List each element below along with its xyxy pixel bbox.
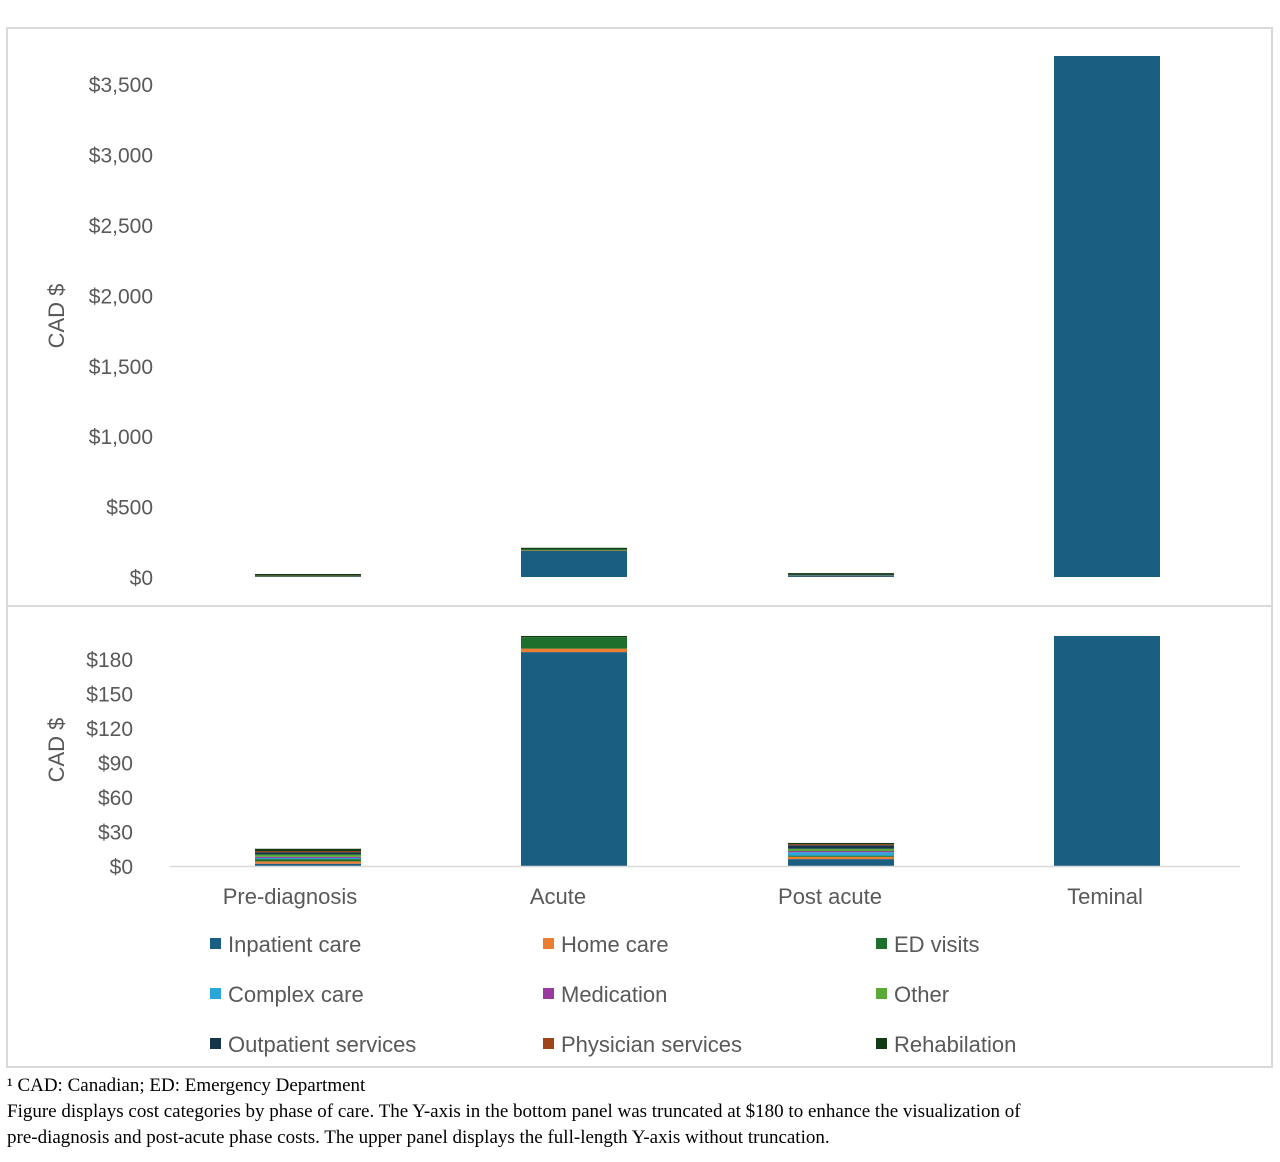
lower-bar-post-acute-home-care [788,856,894,860]
upper-ytick-label: $2,500 [89,215,153,238]
legend-label-home-care: Home care [561,932,669,957]
lower-panel: $0 $30 $60 $90 $120 $150 $180 CAD $ [44,635,1240,879]
lower-bar-teminal-inpatient-care [1054,636,1160,866]
legend-swatch-rehabilation [876,1038,887,1049]
lower-bar-acute-ed-visits [521,637,627,649]
legend-label-outpatient-services: Outpatient services [228,1032,416,1057]
lower-bar-pre-diagnosis-physician-services [255,851,361,853]
category-axis-labels: Pre-diagnosis Acute Post acute Teminal [223,884,1143,909]
lower-bar-pre-diagnosis-inpatient-care [255,863,361,866]
category-label-post-acute: Post acute [778,884,882,909]
legend-item-inpatient-care: Inpatient care [210,932,361,957]
lower-ytick-label: $90 [98,753,133,776]
lower-bar-pre-diagnosis-home-care [255,861,361,864]
lower-bar-pre-diagnosis-ed-visits [255,859,361,862]
footnote-description-line-1: Figure displays cost categories by phase… [7,1101,1021,1122]
legend-swatch-complex-care [210,988,221,999]
legend-swatch-ed-visits [876,938,887,949]
upper-bar-post-acute-rehabilation [788,573,894,575]
lower-bar-acute-home-care [521,648,627,653]
lower-bar-pre-diagnosis-other [255,854,361,857]
category-label-pre-diagnosis: Pre-diagnosis [223,884,358,909]
upper-ytick-label: $1,500 [89,356,153,379]
lower-y-axis-label: CAD $ [44,718,69,783]
lower-ytick-label: $120 [86,718,133,741]
category-label-teminal: Teminal [1067,884,1143,909]
legend-swatch-outpatient-services [210,1038,221,1049]
legend-swatch-inpatient-care [210,938,221,949]
category-label-acute: Acute [530,884,586,909]
lower-ytick-label: $0 [110,856,133,879]
legend-item-ed-visits: ED visits [876,932,980,957]
legend-label-other: Other [894,982,949,1007]
lower-bar-post-acute-inpatient-care [788,859,894,866]
lower-ytick-label: $60 [98,787,133,810]
lower-ytick-label: $180 [86,649,133,672]
lower-bar-pre-diagnosis-outpatient-services [255,852,361,855]
upper-bar-acute-inpatient-care [521,550,627,577]
lower-panel-frame [6,605,1273,1068]
legend-item-outpatient-services: Outpatient services [210,1032,416,1057]
upper-bar-pre-diagnosis-rehabilation [255,573,361,576]
footnotes: ¹ CAD: Canadian; ED: Emergency Departmen… [7,1075,1021,1148]
lower-bar-pre-diagnosis-medication [255,856,361,858]
upper-ytick-label: $1,000 [89,426,153,449]
legend-item-medication: Medication [543,982,667,1007]
legend-swatch-medication [543,988,554,999]
upper-ytick-label: $2,000 [89,285,153,308]
upper-bar-acute-ed-visits [521,548,627,551]
lower-bar-post-acute-rehabilation [788,842,894,845]
lower-ytick-label: $150 [86,684,133,707]
legend-item-home-care: Home care [543,932,669,957]
footnote-description-line-2: pre-diagnosis and post-acute phase costs… [7,1127,830,1148]
legend-label-rehabilation: Rehabilation [894,1032,1016,1057]
upper-bar-acute-rehabilation [521,547,627,549]
legend-label-complex-care: Complex care [228,982,364,1007]
legend-label-physician-services: Physician services [561,1032,742,1057]
legend-item-physician-services: Physician services [543,1032,742,1057]
lower-bar-post-acute-other [788,848,894,852]
upper-ytick-label: $3,500 [89,74,153,97]
lower-bar-acute-rehabilation [521,635,627,638]
legend-swatch-home-care [543,938,554,949]
legend: Inpatient care Home care ED visits Complex … [210,932,1016,1057]
upper-bar-post-acute-inpatient-care [788,575,894,577]
upper-panel: $0 $500 $1,000 $1,500 $2,000 $2,500 $3,000 $3,5… [44,56,1160,590]
legend-item-rehabilation: Rehabilation [876,1032,1016,1057]
legend-label-inpatient-care: Inpatient care [228,932,361,957]
upper-ytick-label: $0 [130,567,153,590]
lower-ytick-label: $30 [98,822,133,845]
legend-item-complex-care: Complex care [210,982,364,1007]
lower-bar-post-acute-ed-visits [788,855,894,857]
footnote-abbreviations: ¹ CAD: Canadian; ED: Emergency Departmen… [7,1075,366,1096]
legend-label-ed-visits: ED visits [894,932,980,957]
legend-item-other: Other [876,982,949,1007]
upper-ytick-label: $500 [106,497,153,520]
lower-bar-pre-diagnosis-complex-care [255,857,361,860]
legend-swatch-other [876,988,887,999]
legend-label-medication: Medication [561,982,667,1007]
lower-bar-post-acute-outpatient-services [788,845,894,849]
lower-bar-acute-inpatient-care [521,652,627,866]
upper-ytick-label: $3,000 [89,145,153,168]
upper-bar-teminal-inpatient-care [1054,56,1160,577]
legend-swatch-physician-services [543,1038,554,1049]
lower-bar-post-acute-complex-care [788,852,894,856]
lower-bar-post-acute-physician-services [788,844,894,846]
lower-bar-pre-diagnosis-rehabilation [255,848,361,852]
upper-y-axis-label: CAD $ [44,284,69,349]
lower-bar-post-acute-medication [788,851,894,853]
